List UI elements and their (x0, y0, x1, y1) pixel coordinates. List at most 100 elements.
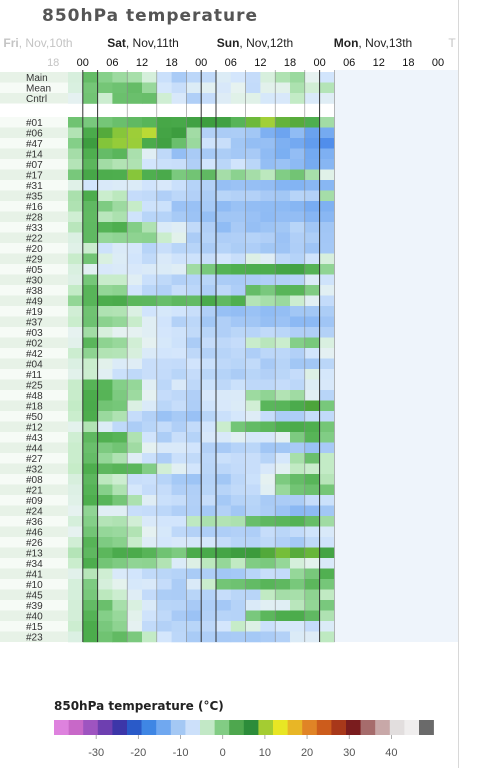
heatmap-cell (68, 264, 84, 275)
heatmap-cell (275, 390, 291, 401)
member-label: #46 (26, 528, 43, 539)
heatmap-cell (142, 432, 158, 443)
heatmap-cell (260, 495, 276, 506)
heatmap-cell (260, 148, 276, 160)
heatmap-cell (156, 201, 172, 212)
heatmap-cell (68, 369, 84, 380)
heatmap-cell (275, 579, 291, 590)
heatmap-cell (260, 537, 276, 548)
member-label-band (0, 631, 68, 642)
heatmap-cell (142, 484, 158, 496)
heatmap-cell (142, 72, 158, 83)
heatmap-cell (260, 568, 276, 580)
heatmap-cell (112, 453, 128, 464)
heatmap-cell (112, 631, 128, 643)
heatmap-cell (319, 169, 335, 181)
heatmap-cell (201, 316, 217, 328)
heatmap-cell (127, 169, 143, 181)
member-label-band (0, 421, 68, 432)
heatmap-cell (186, 610, 202, 622)
member-label-band (0, 411, 68, 422)
heatmap-cell (142, 400, 158, 412)
heatmap-cell (290, 190, 306, 202)
member-label-band (0, 568, 68, 579)
heatmap-cell (186, 432, 202, 443)
heatmap-cell (186, 589, 202, 601)
heatmap-cell (245, 243, 261, 254)
heatmap-cell (260, 222, 276, 233)
heatmap-cell (216, 421, 232, 433)
heatmap-cell (97, 274, 113, 286)
heatmap-cell (304, 169, 320, 181)
heatmap-cell (319, 589, 335, 601)
heatmap-cell (156, 337, 172, 349)
heatmap-cell (112, 222, 128, 233)
heatmap-cell (97, 526, 113, 538)
heatmap-cell (112, 526, 128, 538)
hour-tick-label: 06 (343, 57, 355, 69)
heatmap-cell (319, 621, 335, 632)
heatmap-cell (97, 201, 113, 212)
heatmap-cell (112, 495, 128, 506)
heatmap-cell (304, 526, 320, 538)
heatmap-cell (201, 127, 217, 139)
heatmap-cell (68, 232, 84, 244)
heatmap-cell (201, 243, 217, 254)
heatmap-cell (186, 138, 202, 149)
heatmap-cell (68, 421, 84, 433)
hour-tick-label: 18 (47, 57, 59, 69)
heatmap-cell (260, 547, 276, 559)
heatmap-cell (112, 159, 128, 170)
heatmap-cell (156, 600, 172, 611)
heatmap-cell (304, 316, 320, 328)
heatmap-cell (290, 222, 306, 233)
heatmap-cell (97, 358, 113, 370)
heatmap-cell (230, 243, 246, 254)
heatmap-cell (230, 306, 246, 317)
heatmap-cell (304, 474, 320, 485)
heatmap-cell (186, 411, 202, 422)
heatmap-cell (319, 243, 335, 254)
member-label-band (0, 159, 68, 170)
heatmap-cell (245, 148, 261, 160)
heatmap-cell (186, 117, 202, 128)
heatmap-cell (260, 274, 276, 286)
heatmap-cell (127, 621, 143, 632)
heatmap-cell (142, 568, 158, 580)
heatmap-cell (68, 442, 84, 454)
heatmap-cell (97, 180, 113, 191)
heatmap-cell (186, 295, 202, 307)
heatmap-cell (171, 474, 187, 485)
heatmap-cell (112, 621, 128, 632)
heatmap-cell (275, 442, 291, 454)
heatmap-cell (127, 495, 143, 506)
heatmap-cell (304, 285, 320, 296)
heatmap-cell (171, 379, 187, 391)
heatmap-cell (290, 180, 306, 191)
heatmap-cell (319, 138, 335, 149)
day-label: Sun, Nov,12th (217, 36, 293, 50)
member-label: #31 (26, 181, 43, 192)
heatmap-cell (68, 285, 84, 296)
legend-color-swatch (375, 720, 391, 735)
heatmap-cell (260, 211, 276, 223)
heatmap-cell (245, 190, 261, 202)
heatmap-cell (171, 516, 187, 527)
heatmap-cell (275, 337, 291, 349)
heatmap-cell (97, 253, 113, 265)
legend-color-swatch (141, 720, 157, 735)
heatmap-cell (201, 505, 217, 517)
heatmap-cell (319, 411, 335, 422)
heatmap-cell (290, 495, 306, 506)
heatmap-cell (304, 306, 320, 317)
heatmap-cell (82, 295, 98, 307)
heatmap-cell (319, 369, 335, 380)
heatmap-cell (216, 190, 232, 202)
heatmap-cell (127, 474, 143, 485)
heatmap-cell (112, 484, 128, 496)
heatmap-cell (171, 295, 187, 307)
heatmap-cell (230, 358, 246, 370)
heatmap-cell (319, 82, 335, 94)
heatmap-cell (201, 547, 217, 559)
heatmap-cell (275, 93, 291, 104)
